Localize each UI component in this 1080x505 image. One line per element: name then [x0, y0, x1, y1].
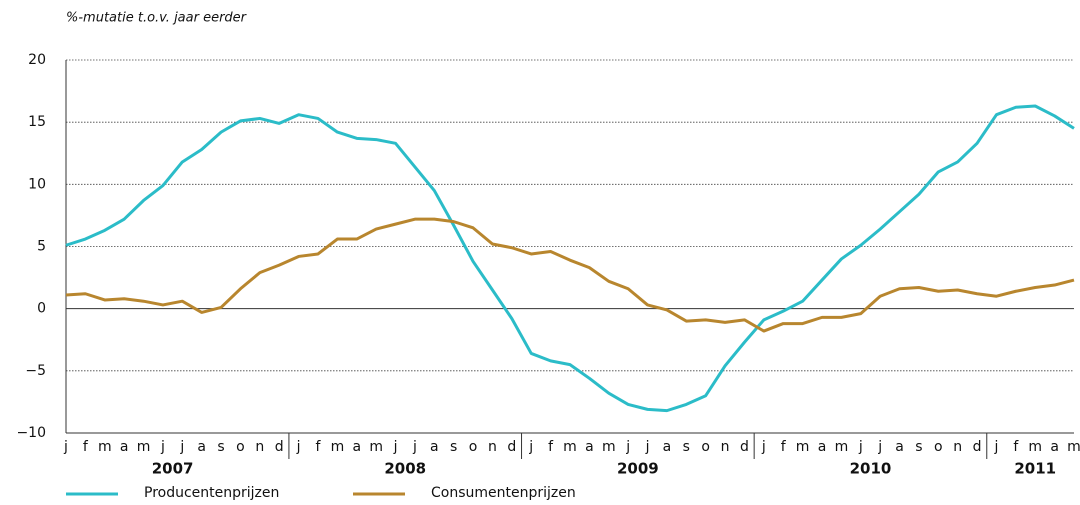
- x-tick-label: m: [563, 439, 577, 455]
- year-label: 2008: [384, 460, 426, 478]
- x-tick-label: d: [973, 439, 982, 455]
- x-tick-label: m: [1028, 439, 1042, 455]
- legend-label: Producentenprijzen: [144, 485, 279, 501]
- x-tick-label: m: [137, 439, 151, 455]
- x-tick-label: a: [197, 439, 206, 455]
- x-tick-label: n: [255, 439, 264, 455]
- x-tick-label: j: [528, 439, 533, 455]
- x-tick-label: m: [98, 439, 112, 455]
- x-tick-label: j: [858, 439, 863, 455]
- x-tick-label: j: [412, 439, 417, 455]
- year-label: 2009: [617, 460, 659, 478]
- series-line: [65, 217, 1075, 333]
- x-tick-label: m: [796, 439, 810, 455]
- legend-label: Consumentenprijzen: [431, 485, 576, 501]
- x-tick-label: j: [994, 439, 999, 455]
- x-tick-label: s: [217, 439, 224, 455]
- x-tick-label: a: [1050, 439, 1059, 455]
- x-tick-label: f: [1013, 439, 1019, 455]
- axis-title: %-mutatie t.o.v. jaar eerder: [66, 11, 248, 26]
- x-tick-label: n: [721, 439, 730, 455]
- x-tick-label: f: [781, 439, 787, 455]
- y-tick-label: −10: [16, 425, 46, 441]
- x-tick-label: j: [296, 439, 301, 455]
- y-tick-label: 20: [28, 52, 46, 68]
- x-tick-label: o: [701, 439, 710, 455]
- x-tick-label: n: [488, 439, 497, 455]
- x-tick-label: n: [953, 439, 962, 455]
- x-tick-label: d: [740, 439, 749, 455]
- x-tick-label: a: [585, 439, 594, 455]
- x-tick-label: j: [625, 439, 630, 455]
- x-tick-label: s: [450, 439, 457, 455]
- x-tick-label: j: [393, 439, 398, 455]
- x-tick-label: d: [507, 439, 516, 455]
- x-tick-label: m: [602, 439, 616, 455]
- x-tick-label: m: [1067, 439, 1080, 455]
- x-tick-label: a: [818, 439, 827, 455]
- year-label: 2011: [1014, 460, 1056, 478]
- x-tick-label: j: [761, 439, 766, 455]
- x-tick-label: a: [430, 439, 439, 455]
- x-tick-label: j: [179, 439, 184, 455]
- x-tick-label: a: [663, 439, 672, 455]
- year-label: 2010: [850, 460, 892, 478]
- x-tick-label: j: [877, 439, 882, 455]
- x-tick-label: o: [934, 439, 943, 455]
- year-label: 2007: [152, 460, 194, 478]
- series-line: [65, 104, 1075, 413]
- x-tick-label: m: [331, 439, 345, 455]
- x-tick-label: a: [120, 439, 129, 455]
- x-tick-label: j: [645, 439, 650, 455]
- x-tick-label: f: [83, 439, 89, 455]
- y-tick-label: 10: [28, 176, 46, 192]
- x-tick-label: s: [683, 439, 690, 455]
- x-tick-label: j: [63, 439, 68, 455]
- x-tick-label: m: [835, 439, 849, 455]
- x-tick-label: a: [352, 439, 361, 455]
- y-tick-label: 5: [37, 239, 46, 255]
- x-tick-label: f: [316, 439, 322, 455]
- y-tick-label: −5: [25, 363, 46, 379]
- x-tick-label: s: [915, 439, 922, 455]
- x-tick-label: o: [469, 439, 478, 455]
- x-tick-label: j: [160, 439, 165, 455]
- y-tick-label: 0: [37, 301, 46, 317]
- x-tick-label: d: [275, 439, 284, 455]
- y-tick-label: 15: [28, 114, 46, 130]
- x-tick-label: m: [369, 439, 383, 455]
- x-tick-label: a: [895, 439, 904, 455]
- x-tick-label: f: [548, 439, 554, 455]
- x-tick-label: o: [236, 439, 245, 455]
